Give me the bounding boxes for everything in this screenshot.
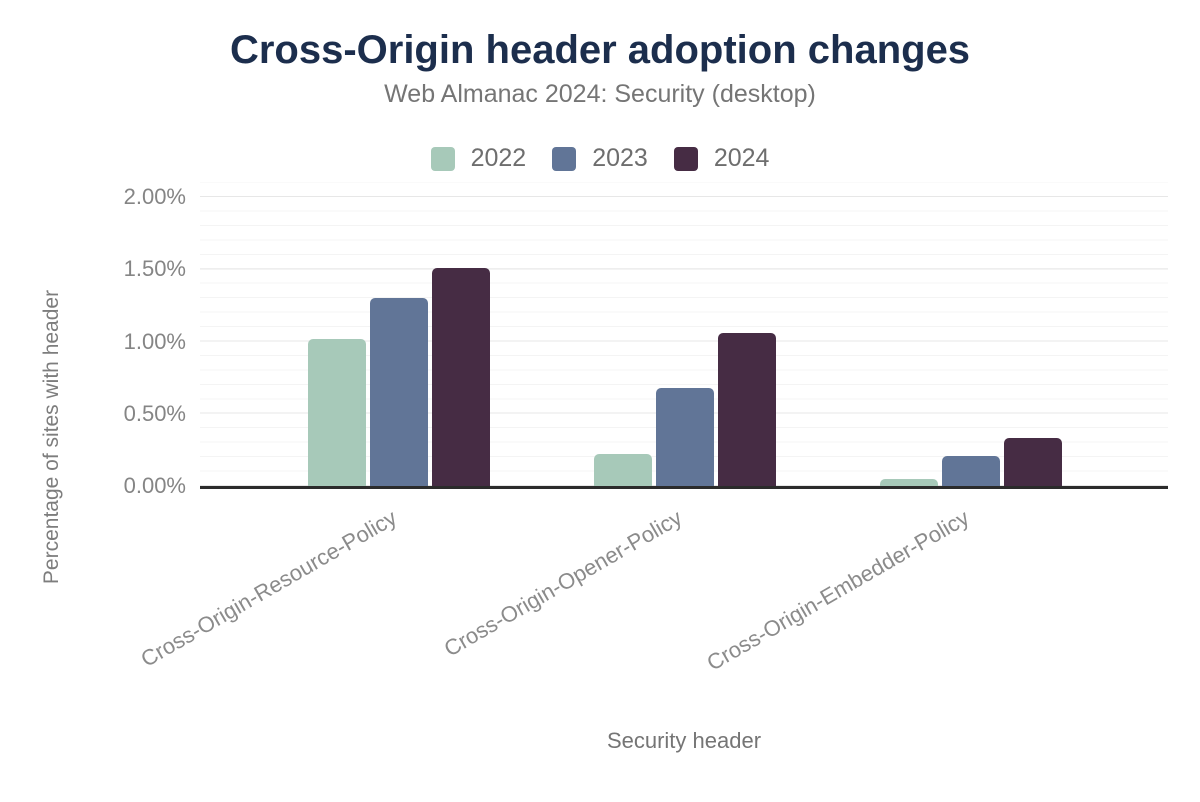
legend: 2022 2023 2024 (0, 144, 1200, 173)
y-axis-title: Percentage of sites with header (40, 289, 63, 585)
legend-label-2024: 2024 (713, 144, 770, 172)
legend-swatch-2024 (673, 146, 698, 171)
x-category-label: Cross-Origin-Opener-Policy (440, 504, 687, 662)
bar-2022-cross-origin-opener-policy (593, 454, 652, 486)
y-tick-label: 1.00% (123, 328, 186, 354)
y-tick-label: 1.50% (123, 256, 186, 282)
bar-2022-cross-origin-embedder-policy (880, 479, 938, 486)
legend-item-2022: 2022 (430, 144, 527, 173)
bar-2024-cross-origin-embedder-policy (1004, 438, 1062, 486)
y-tick-label: 2.00% (123, 184, 186, 209)
legend-swatch-2022 (430, 146, 455, 171)
bar-2022-cross-origin-resource-policy (308, 339, 366, 486)
x-axis-title: Security header (606, 728, 762, 753)
bar-2023-cross-origin-resource-policy (370, 298, 428, 486)
bar-2024-cross-origin-opener-policy (717, 333, 776, 486)
chart-title: Cross-Origin header adoption changes (229, 28, 971, 72)
legend-label-2023: 2023 (592, 144, 648, 172)
bar-2024-cross-origin-resource-policy (432, 268, 490, 486)
legend-label-2022: 2022 (470, 144, 527, 172)
y-tick-label: 0.00% (123, 473, 186, 498)
bar-group-cross-origin-resource-policy (308, 268, 490, 486)
legend-swatch-2023 (552, 146, 577, 171)
legend-item-2024: 2024 (673, 144, 770, 173)
y-tick-label: 0.50% (123, 400, 186, 426)
bar-group-cross-origin-embedder-policy (880, 438, 1062, 486)
bar-2023-cross-origin-opener-policy (655, 388, 714, 486)
plot-area (200, 182, 1168, 489)
chart-subtitle: Web Almanac 2024: Security (desktop) (384, 80, 816, 108)
legend-item-2023: 2023 (552, 144, 648, 173)
bar-group-cross-origin-opener-policy (593, 333, 776, 486)
x-category-label: Cross-Origin-Embedder-Policy (702, 504, 973, 676)
bar-2023-cross-origin-embedder-policy (942, 456, 1000, 486)
x-category-label: Cross-Origin-Resource-Policy (136, 504, 401, 672)
